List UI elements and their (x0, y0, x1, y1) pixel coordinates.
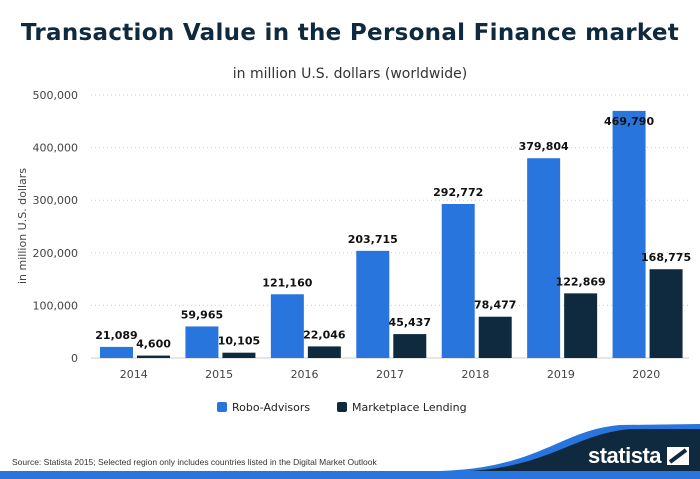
y-tick-label: 200,000 (33, 247, 79, 260)
data-label: 22,046 (303, 328, 346, 341)
data-label: 121,160 (262, 276, 312, 289)
y-tick-label: 500,000 (33, 89, 79, 102)
bar-robo-advisors (100, 346, 133, 358)
bar-marketplace-lending (564, 293, 598, 358)
bar-marketplace-lending (478, 316, 512, 358)
legend-label: Robo-Advisors (232, 401, 310, 414)
chart-title: Transaction Value in the Personal Financ… (20, 20, 680, 46)
data-label: 379,804 (519, 140, 569, 153)
data-label: 10,105 (218, 335, 260, 348)
y-tick-label: 400,000 (33, 142, 79, 155)
legend-swatch (217, 402, 227, 412)
chart-subtitle: in million U.S. dollars (worldwide) (232, 66, 468, 82)
data-label: 45,437 (389, 316, 431, 329)
logo-text: statista (588, 443, 662, 468)
bar-robo-advisors (441, 204, 475, 358)
bar-robo-advisors (270, 294, 304, 358)
x-tick-label: 2019 (547, 368, 575, 381)
legend-label: Marketplace Lending (352, 401, 467, 414)
data-label: 203,715 (348, 233, 398, 246)
x-tick-label: 2014 (120, 368, 148, 381)
bar-robo-advisors (527, 158, 561, 358)
bar-robo-advisors (612, 110, 646, 358)
bar-marketplace-lending (649, 269, 683, 358)
bar-marketplace-lending (222, 352, 256, 358)
footer-bar (0, 471, 700, 479)
data-label: 78,477 (474, 299, 516, 312)
y-tick-label: 300,000 (33, 194, 79, 207)
bar-robo-advisors (185, 326, 219, 358)
y-tick-label: 100,000 (33, 299, 79, 312)
x-tick-label: 2017 (376, 368, 404, 381)
data-label: 4,600 (136, 338, 171, 351)
bar-marketplace-lending (137, 355, 170, 358)
data-label: 292,772 (433, 186, 483, 199)
data-label: 21,089 (95, 329, 137, 342)
data-label: 122,869 (556, 275, 606, 288)
bar-robo-advisors (356, 250, 390, 358)
y-axis-label: in million U.S. dollars (16, 168, 29, 284)
legend-swatch (337, 402, 347, 412)
data-label: 168,775 (641, 251, 691, 264)
data-label: 59,965 (181, 308, 223, 321)
source-note: Source: Statista 2015; Selected region o… (12, 457, 377, 467)
statista-logo: statista (588, 443, 689, 469)
y-tick-label: 0 (71, 352, 78, 365)
x-tick-label: 2016 (291, 368, 319, 381)
footer-swoosh-dark (470, 429, 700, 471)
bar-marketplace-lending (307, 346, 341, 358)
bar-marketplace-lending (393, 334, 427, 358)
x-tick-label: 2020 (632, 368, 660, 381)
x-tick-label: 2015 (205, 368, 233, 381)
data-label: 469,790 (604, 115, 654, 128)
x-tick-label: 2018 (461, 368, 489, 381)
logo-icon (666, 447, 689, 465)
